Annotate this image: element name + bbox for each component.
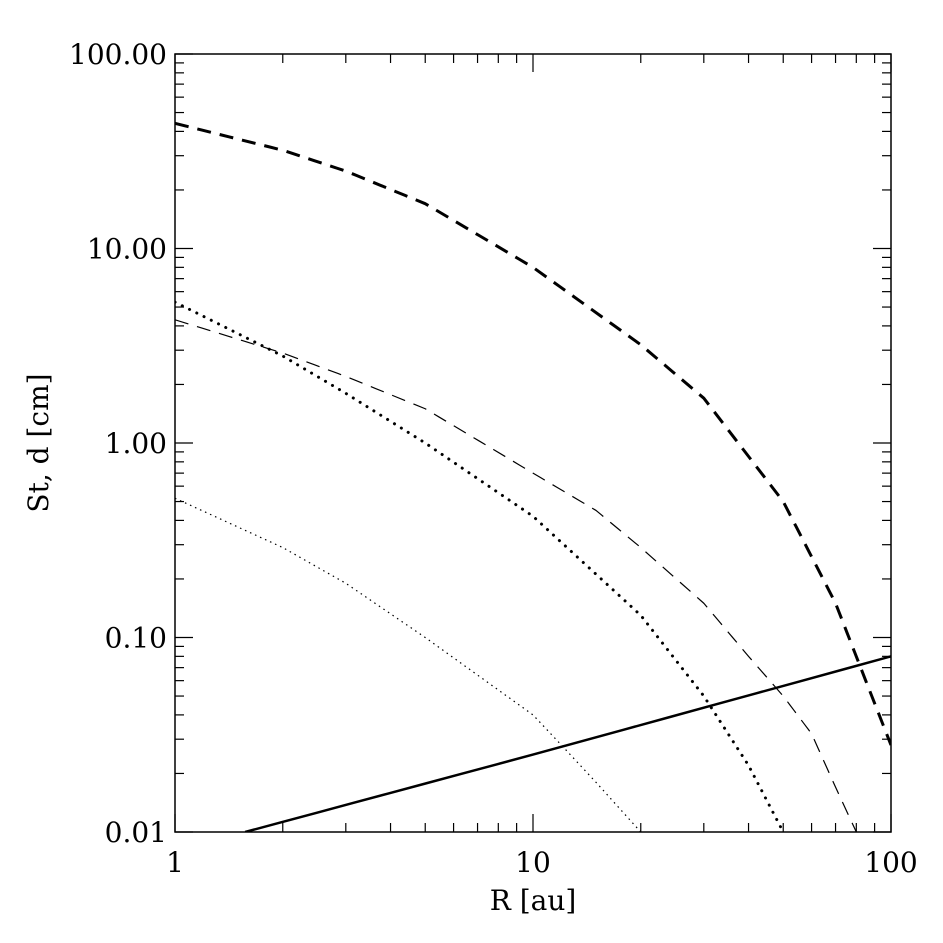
y-axis-title: St, d [cm]: [22, 373, 55, 512]
y-tick-label: 10.00: [87, 233, 167, 266]
y-tick-label: 1.00: [105, 427, 167, 460]
y-tick-label: 0.10: [105, 622, 167, 655]
axis-ticks: [174, 53, 892, 833]
x-axis-title: R [au]: [490, 884, 577, 917]
series-line-4-thin-dotted: [175, 497, 642, 832]
x-tick-label: 1: [166, 846, 184, 879]
series-line-3-thick-dotted: [175, 300, 785, 832]
series-line-1-thick-dashed: [175, 121, 891, 746]
x-tick-label: 10: [515, 846, 551, 879]
y-tick-label: 100.00: [69, 38, 167, 71]
series-group: [175, 121, 891, 832]
series-line-5-solid: [244, 655, 891, 832]
plot-frame: [174, 53, 892, 833]
axis-tick-labels: 1 10 100 0.01 0.10 1.00 10.00 100.00: [69, 38, 918, 879]
series-line-2-thin-dashed: [175, 319, 857, 832]
x-tick-label: 100: [864, 846, 917, 879]
y-tick-label: 0.01: [105, 816, 167, 849]
